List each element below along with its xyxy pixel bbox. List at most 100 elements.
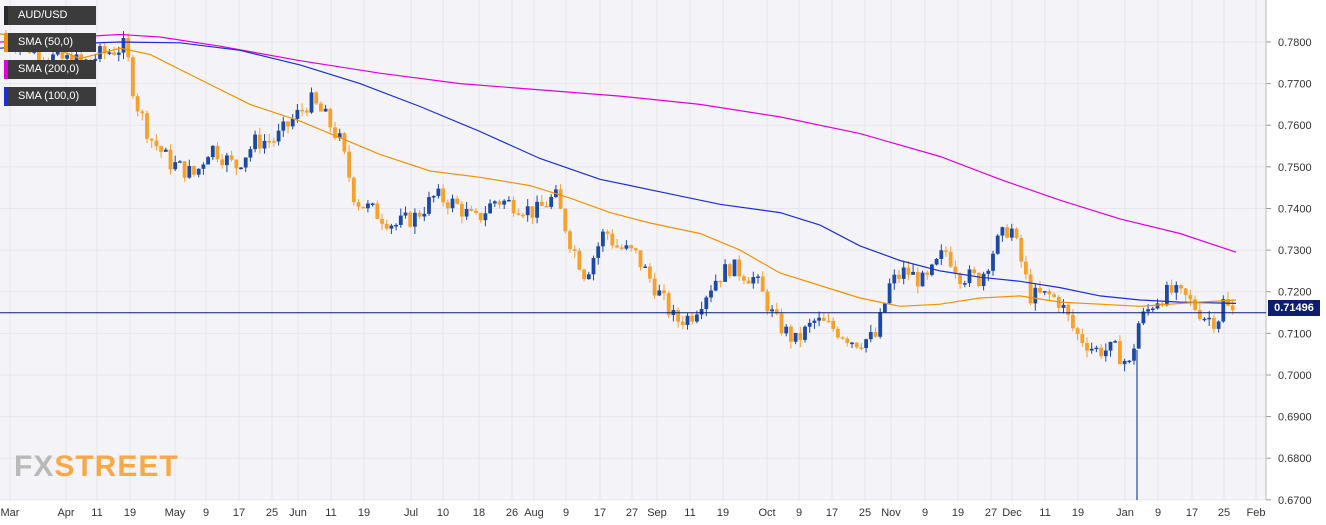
candle-body	[375, 203, 380, 220]
y-tick-label: 0.7000	[1278, 370, 1312, 382]
candle-body	[986, 270, 991, 274]
candle-body	[1141, 311, 1146, 324]
x-tick-label: Mar	[1, 507, 20, 519]
y-tick-label: 0.7500	[1278, 162, 1312, 174]
candle-body	[901, 267, 906, 279]
candle-body	[878, 312, 883, 337]
x-tick-label: 17	[1186, 507, 1198, 519]
candle-body	[229, 155, 234, 160]
candle-body	[427, 197, 431, 214]
candle-body	[1061, 304, 1066, 308]
candle-body	[1118, 341, 1122, 365]
candle-body	[883, 303, 887, 313]
legend-item-sma200[interactable]: SMA (200,0)	[4, 60, 96, 79]
x-tick-label: 19	[717, 507, 729, 519]
x-tick-label: 25	[266, 507, 278, 519]
x-tick-label: 25	[859, 507, 871, 519]
legend-item-sma100[interactable]: SMA (100,0)	[4, 87, 96, 106]
x-tick-label: 19	[124, 507, 136, 519]
candle-body	[1019, 237, 1024, 262]
candle-body	[483, 213, 488, 221]
candle-body	[1146, 309, 1150, 312]
candle-body	[225, 155, 229, 166]
candle-body	[187, 165, 192, 178]
candle-body	[648, 266, 652, 279]
y-tick-label: 0.6900	[1278, 412, 1312, 424]
candle-body	[751, 277, 756, 284]
candle-body	[572, 249, 577, 251]
x-tick-label: 27	[626, 507, 638, 519]
candle-body	[1216, 321, 1221, 329]
candle-body	[154, 140, 159, 147]
candle-body	[892, 274, 897, 284]
x-tick-label: 25	[1218, 507, 1230, 519]
candle-body	[1009, 228, 1014, 238]
candle-body	[145, 113, 149, 139]
x-tick-label: 18	[473, 507, 485, 519]
candle-body	[1197, 309, 1202, 320]
candle-body	[789, 326, 793, 342]
candle-body	[262, 140, 267, 149]
candle-body	[934, 258, 939, 265]
candle-body	[328, 108, 333, 128]
candle-body	[798, 332, 803, 340]
candle-body	[530, 206, 535, 218]
x-tick-label: Oct	[758, 507, 775, 519]
candle-body	[817, 317, 821, 321]
candle-body	[615, 245, 619, 248]
candle-body	[300, 109, 304, 112]
candle-body	[450, 198, 455, 209]
candle-body	[323, 108, 328, 112]
candle-body	[1024, 261, 1028, 275]
candle-body	[723, 264, 727, 282]
candle-body	[930, 264, 934, 275]
candle-body	[1075, 328, 1080, 335]
candle-body	[276, 130, 281, 142]
candle-body	[1103, 350, 1108, 357]
candle-body	[652, 278, 657, 296]
current-price-label: 0.71496	[1268, 300, 1320, 316]
candle-body	[770, 309, 774, 312]
legend-label: SMA (100,0)	[18, 90, 80, 102]
candle-body	[267, 140, 272, 143]
candle-body	[131, 57, 135, 97]
candle-body	[257, 134, 262, 149]
candle-body	[149, 138, 154, 141]
candle-body	[1174, 285, 1179, 293]
candle-body	[704, 297, 709, 310]
candle-body	[826, 320, 831, 323]
candle-body	[366, 203, 370, 209]
candle-body	[126, 37, 131, 58]
candle-body	[342, 133, 347, 152]
legend-label: AUD/USD	[18, 9, 68, 21]
legend-item-pair[interactable]: AUD/USD	[4, 6, 96, 25]
candle-body	[370, 203, 375, 205]
candle-body	[380, 219, 384, 224]
candle-body	[1085, 343, 1089, 351]
candle-body	[314, 92, 319, 104]
legend-item-sma50[interactable]: SMA (50,0)	[4, 33, 96, 52]
candle-body	[690, 315, 695, 322]
candle-body	[422, 213, 427, 217]
legend-swatch	[4, 33, 8, 52]
candle-body	[79, 54, 84, 61]
candle-body	[854, 342, 859, 348]
y-tick-label: 0.7800	[1278, 37, 1312, 49]
candle-body	[1094, 347, 1099, 350]
candle-body	[958, 273, 962, 285]
candle-body	[464, 208, 469, 217]
x-tick-label: 9	[563, 507, 569, 519]
x-tick-label: 9	[1155, 507, 1161, 519]
candle-body	[981, 273, 986, 286]
x-tick-label: Aug	[524, 507, 544, 519]
candle-body	[163, 149, 168, 152]
y-tick-label: 0.7200	[1278, 287, 1312, 299]
y-tick-label: 0.7600	[1278, 120, 1312, 132]
candle-body	[286, 121, 290, 127]
candle-body	[1014, 228, 1019, 238]
x-tick-label: 10	[437, 507, 449, 519]
candle-body	[549, 196, 554, 207]
candle-body	[1165, 284, 1169, 306]
candle-body	[685, 315, 690, 325]
